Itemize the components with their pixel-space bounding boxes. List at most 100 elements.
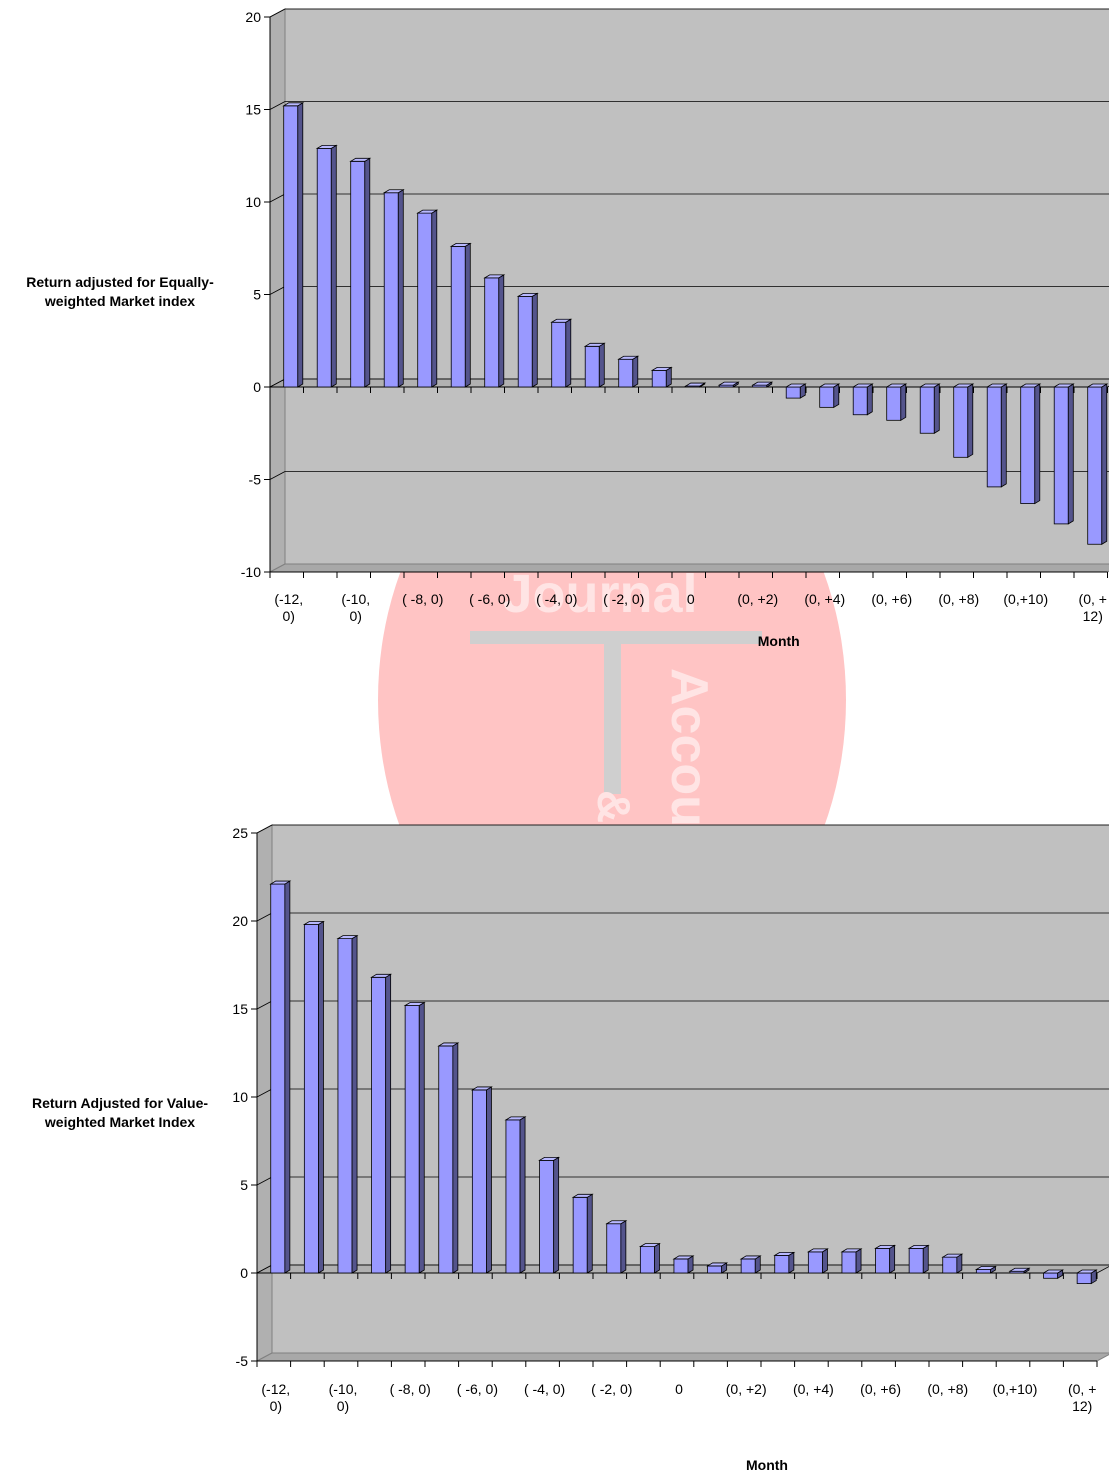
x-tick-label: (-12, (274, 591, 303, 607)
y-tick-label: 20 (232, 913, 248, 929)
x-tick-label: (-10, (341, 591, 370, 607)
y-tick-label: -5 (236, 1353, 249, 1369)
bar (302, 920, 325, 1274)
bar-top (470, 1086, 493, 1091)
x-tick-label: (0, +2) (737, 591, 778, 607)
bar (583, 342, 606, 388)
bar-top (717, 381, 740, 386)
bar-front (673, 1258, 689, 1274)
bar-front (975, 1269, 991, 1274)
bar (952, 383, 975, 459)
bar-front (651, 369, 667, 388)
bar-top (739, 1255, 762, 1260)
bar-top (550, 318, 573, 323)
bar-front (484, 277, 500, 388)
bar (269, 880, 292, 1274)
bar-top (638, 1243, 661, 1247)
bar-side (565, 318, 572, 388)
bar-top (370, 973, 393, 978)
gridline-side (256, 824, 273, 834)
x-axis-title: Month (758, 633, 800, 649)
bar (806, 1248, 829, 1274)
bar-front (875, 1247, 891, 1274)
gridline-side (269, 193, 286, 203)
bar-front (417, 212, 433, 388)
y-tick-label: -10 (241, 564, 261, 580)
bar-top (874, 1244, 897, 1249)
bar-top (382, 189, 405, 194)
bar (1075, 1269, 1098, 1285)
bar-top (851, 383, 874, 388)
bar-front (819, 386, 835, 408)
bar-front (908, 1247, 924, 1274)
x-tick-label: (0, +6) (860, 1381, 901, 1397)
x-tick-label: ( -8, 0) (390, 1381, 431, 1397)
bar-top (605, 1220, 628, 1225)
bar (483, 274, 506, 388)
x-tick-label: 0) (350, 608, 362, 624)
bar (349, 157, 372, 388)
x-tick-label: 12) (1083, 608, 1103, 624)
bar (638, 1242, 661, 1274)
bar-front (785, 386, 801, 399)
bar-front (1053, 386, 1069, 525)
gridline-side (269, 286, 286, 295)
bar-front (953, 386, 969, 458)
bar (784, 383, 807, 399)
gridline-side (256, 1088, 273, 1098)
gridline-side (256, 1176, 273, 1186)
bar (538, 1156, 561, 1274)
x-tick-label: ( -2, 0) (603, 591, 644, 607)
bar (739, 1255, 762, 1274)
bar (1086, 383, 1109, 545)
bar (840, 1248, 863, 1274)
bar-top (282, 102, 305, 107)
watermark-ampersand: & (588, 790, 640, 823)
x-tick-label: ( -6, 0) (457, 1381, 498, 1397)
bar-front (807, 1251, 823, 1274)
y-axis-title: weighted Market index (44, 293, 195, 309)
bar-top (583, 342, 606, 347)
bar (874, 1244, 897, 1274)
bar (1042, 1269, 1065, 1279)
plot-floor (256, 1352, 1109, 1362)
x-tick-label: 0) (270, 1398, 282, 1414)
y-axis-title: Return Adjusted for Value- (32, 1095, 208, 1111)
bar-side (1101, 383, 1108, 545)
bar-top (1086, 383, 1109, 388)
bar-front (270, 883, 286, 1274)
bar (403, 1001, 426, 1274)
bar-side (654, 1242, 660, 1274)
bar-top (885, 383, 908, 388)
bar-top (504, 1116, 527, 1121)
x-tick-label: 0) (283, 608, 295, 624)
bar (1019, 383, 1042, 505)
bar-front (707, 1265, 723, 1274)
bar-top (941, 1253, 964, 1258)
bar-side (486, 1086, 492, 1274)
bar-top (706, 1262, 729, 1267)
bar-top (349, 157, 372, 162)
bar (1052, 383, 1075, 525)
bar (851, 383, 874, 416)
bar-front (1043, 1272, 1059, 1279)
bar-top (538, 1156, 561, 1161)
x-tick-label: ( -6, 0) (469, 591, 510, 607)
bar-front (438, 1045, 454, 1274)
bar (818, 383, 841, 409)
bar-top (784, 383, 807, 388)
bar-side (431, 209, 438, 388)
x-tick-label: (0, + (1079, 591, 1107, 607)
bar-top (773, 1252, 796, 1256)
x-tick-label: (-12, (261, 1381, 290, 1397)
plot-floor (269, 563, 1109, 573)
bar-front (471, 1089, 487, 1274)
bar (416, 209, 439, 388)
bar-front (1020, 386, 1036, 504)
bar-front (618, 358, 634, 388)
bar-front (886, 386, 902, 421)
bar (1008, 1267, 1031, 1274)
